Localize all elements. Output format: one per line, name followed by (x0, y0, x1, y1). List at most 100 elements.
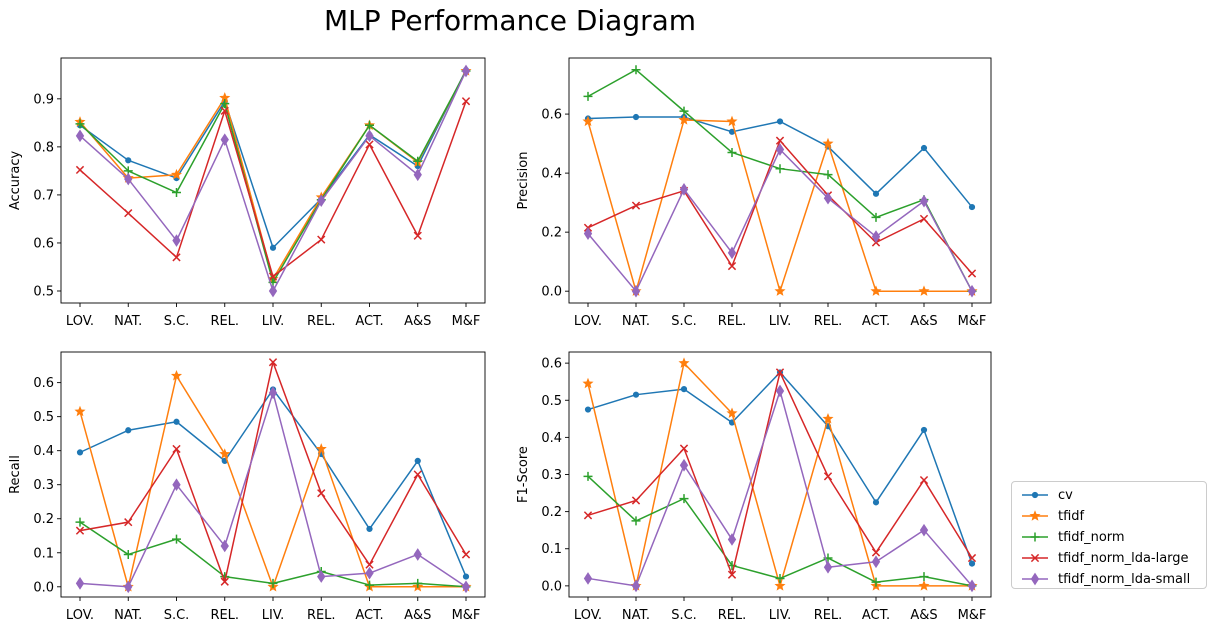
data-point-tfidf-norm-lda-small (871, 230, 881, 243)
data-point-tfidf-norm (365, 580, 374, 590)
legend-marker-tfidf (1029, 510, 1041, 521)
data-point-tfidf (870, 285, 882, 296)
legend: cv tfidf tfidf_norm tfidf_norm_lda-large… (1011, 481, 1207, 589)
y-tick-label: 0.6 (33, 236, 54, 251)
data-point-tfidf-norm-lda-large (775, 368, 785, 377)
data-point-tfidf-norm-lda-small (124, 172, 133, 186)
data-point-tfidf-norm-lda-small (871, 555, 881, 569)
data-point-tfidf-norm-lda-small (967, 284, 977, 298)
data-point-tfidf-norm-lda-large (871, 548, 881, 557)
data-point-tfidf-norm-lda-large (75, 526, 85, 535)
y-tick-label: 0.4 (541, 167, 562, 182)
data-point-tfidf-norm-lda-small (823, 560, 833, 574)
data-point-cv (920, 426, 928, 434)
data-point-tfidf-norm-lda-small (220, 539, 229, 553)
y-axis-label: Accuracy (8, 151, 23, 211)
data-point-tfidf (219, 448, 231, 459)
y-tick-label: 0.2 (33, 512, 54, 527)
data-point-tfidf-norm (172, 188, 181, 198)
data-point-tfidf-norm-lda-large (172, 253, 181, 262)
axes-frame (60, 57, 486, 304)
data-point-tfidf (726, 115, 738, 127)
x-tick-label: S.C. (671, 608, 697, 623)
data-point-tfidf-norm (679, 106, 689, 116)
x-tick-label: A&S (910, 608, 937, 623)
data-point-tfidf-norm-lda-large (727, 570, 737, 579)
x-tick-label: LOV. (574, 608, 602, 623)
data-point-tfidf-norm-lda-small (75, 577, 85, 590)
data-point-tfidf-norm-lda-large (461, 97, 471, 106)
series-line-tfidf-norm-lda-small (79, 392, 467, 588)
subplot-f1-score: 0.0 0.1 0.2 0.3 0.4 0.5 0.6 LOV. NAT. S.C. REL. LIV… (516, 351, 992, 623)
legend-swatch-tfidf-norm-lda-small (1022, 572, 1048, 586)
data-point-cv (872, 499, 880, 506)
y-axis-label: Precision (516, 151, 531, 209)
data-point-tfidf-norm-lda-large (268, 358, 278, 367)
data-point-tfidf-norm-lda-small (679, 183, 689, 196)
x-tick-label: REL. (307, 314, 336, 329)
data-point-tfidf-norm-lda-small (461, 580, 471, 594)
data-point-tfidf-norm (583, 91, 593, 101)
data-point-tfidf-norm-lda-large (583, 511, 593, 520)
series-line-tfidf-norm (79, 521, 467, 588)
data-point-tfidf-norm (413, 156, 423, 166)
x-tick-label: REL. (814, 314, 843, 329)
subplot-recall: 0.0 0.1 0.2 0.3 0.4 0.5 0.6 LOV. NAT. S.C. REL. LIV… (8, 351, 486, 623)
data-point-tfidf-norm (823, 170, 833, 180)
legend-label-cv: cv (1058, 487, 1073, 503)
data-point-tfidf-norm-lda-small (727, 533, 737, 546)
data-point-tfidf-norm (413, 578, 423, 588)
x-tick-label: REL. (210, 608, 239, 623)
series-line-tfidf-norm-lda-small (79, 70, 467, 292)
y-tick-label: 0.5 (33, 410, 54, 425)
data-point-cv (125, 427, 132, 434)
data-point-tfidf-norm-lda-large (172, 444, 181, 454)
data-point-tfidf (678, 357, 690, 368)
x-tick-label: S.C. (164, 608, 190, 623)
data-point-tfidf-norm (631, 65, 641, 75)
x-tick-label: ACT. (355, 608, 383, 623)
series-line-cv (587, 371, 973, 564)
legend-label-tfidf: tfidf (1058, 508, 1085, 524)
legend-swatch-cv (1022, 491, 1048, 499)
x-tick-label: REL. (718, 608, 747, 623)
data-point-tfidf-norm-lda-large (413, 231, 422, 240)
data-point-tfidf-norm (123, 549, 133, 559)
y-tick-label: 0.4 (33, 444, 54, 459)
data-point-tfidf-norm (871, 577, 881, 587)
data-point-tfidf (582, 115, 594, 127)
data-point-tfidf-norm-lda-small (631, 284, 641, 298)
data-point-tfidf-norm-lda-small (631, 579, 641, 593)
data-point-tfidf-norm (365, 120, 374, 130)
data-point-tfidf-norm-lda-large (775, 136, 785, 145)
data-point-cv (414, 457, 421, 464)
data-point-tfidf-norm-lda-small (172, 234, 181, 247)
x-tick-label: LIV. (262, 608, 284, 623)
data-point-tfidf-norm-lda-small (727, 246, 737, 260)
data-point-cv (366, 525, 373, 533)
x-tick-label: LIV. (769, 608, 791, 623)
data-point-tfidf-norm-lda-large (268, 272, 278, 281)
x-tick-label: REL. (307, 608, 336, 623)
y-tick-label: 0.7 (33, 188, 54, 203)
y-tick-label: 0.1 (541, 542, 562, 557)
data-point-tfidf-norm (583, 471, 593, 481)
data-point-tfidf-norm-lda-large (220, 577, 229, 586)
legend-item-tfidf-norm-lda-small: tfidf_norm_lda-small (1018, 569, 1190, 589)
data-point-tfidf-norm-lda-small (317, 194, 326, 208)
data-point-tfidf-norm (75, 517, 85, 527)
legend-item-tfidf-norm: tfidf_norm (1018, 527, 1125, 547)
data-point-tfidf-norm-lda-large (75, 165, 85, 175)
y-tick-label: 0.2 (541, 505, 562, 520)
legend-item-tfidf-norm-lda-large: tfidf_norm_lda-large (1018, 548, 1189, 568)
data-point-tfidf-norm-lda-large (365, 560, 374, 569)
data-point-tfidf (918, 580, 930, 591)
y-tick-label: 0.6 (541, 108, 562, 123)
y-axis-label: Recall (8, 455, 23, 494)
data-point-tfidf-norm-lda-small (679, 458, 689, 472)
series-line-tfidf-norm (587, 475, 973, 587)
data-point-tfidf (918, 285, 930, 296)
axes-frame (568, 57, 992, 304)
legend-item-tfidf: tfidf (1018, 506, 1084, 526)
y-tick-label: 0.0 (33, 580, 54, 595)
